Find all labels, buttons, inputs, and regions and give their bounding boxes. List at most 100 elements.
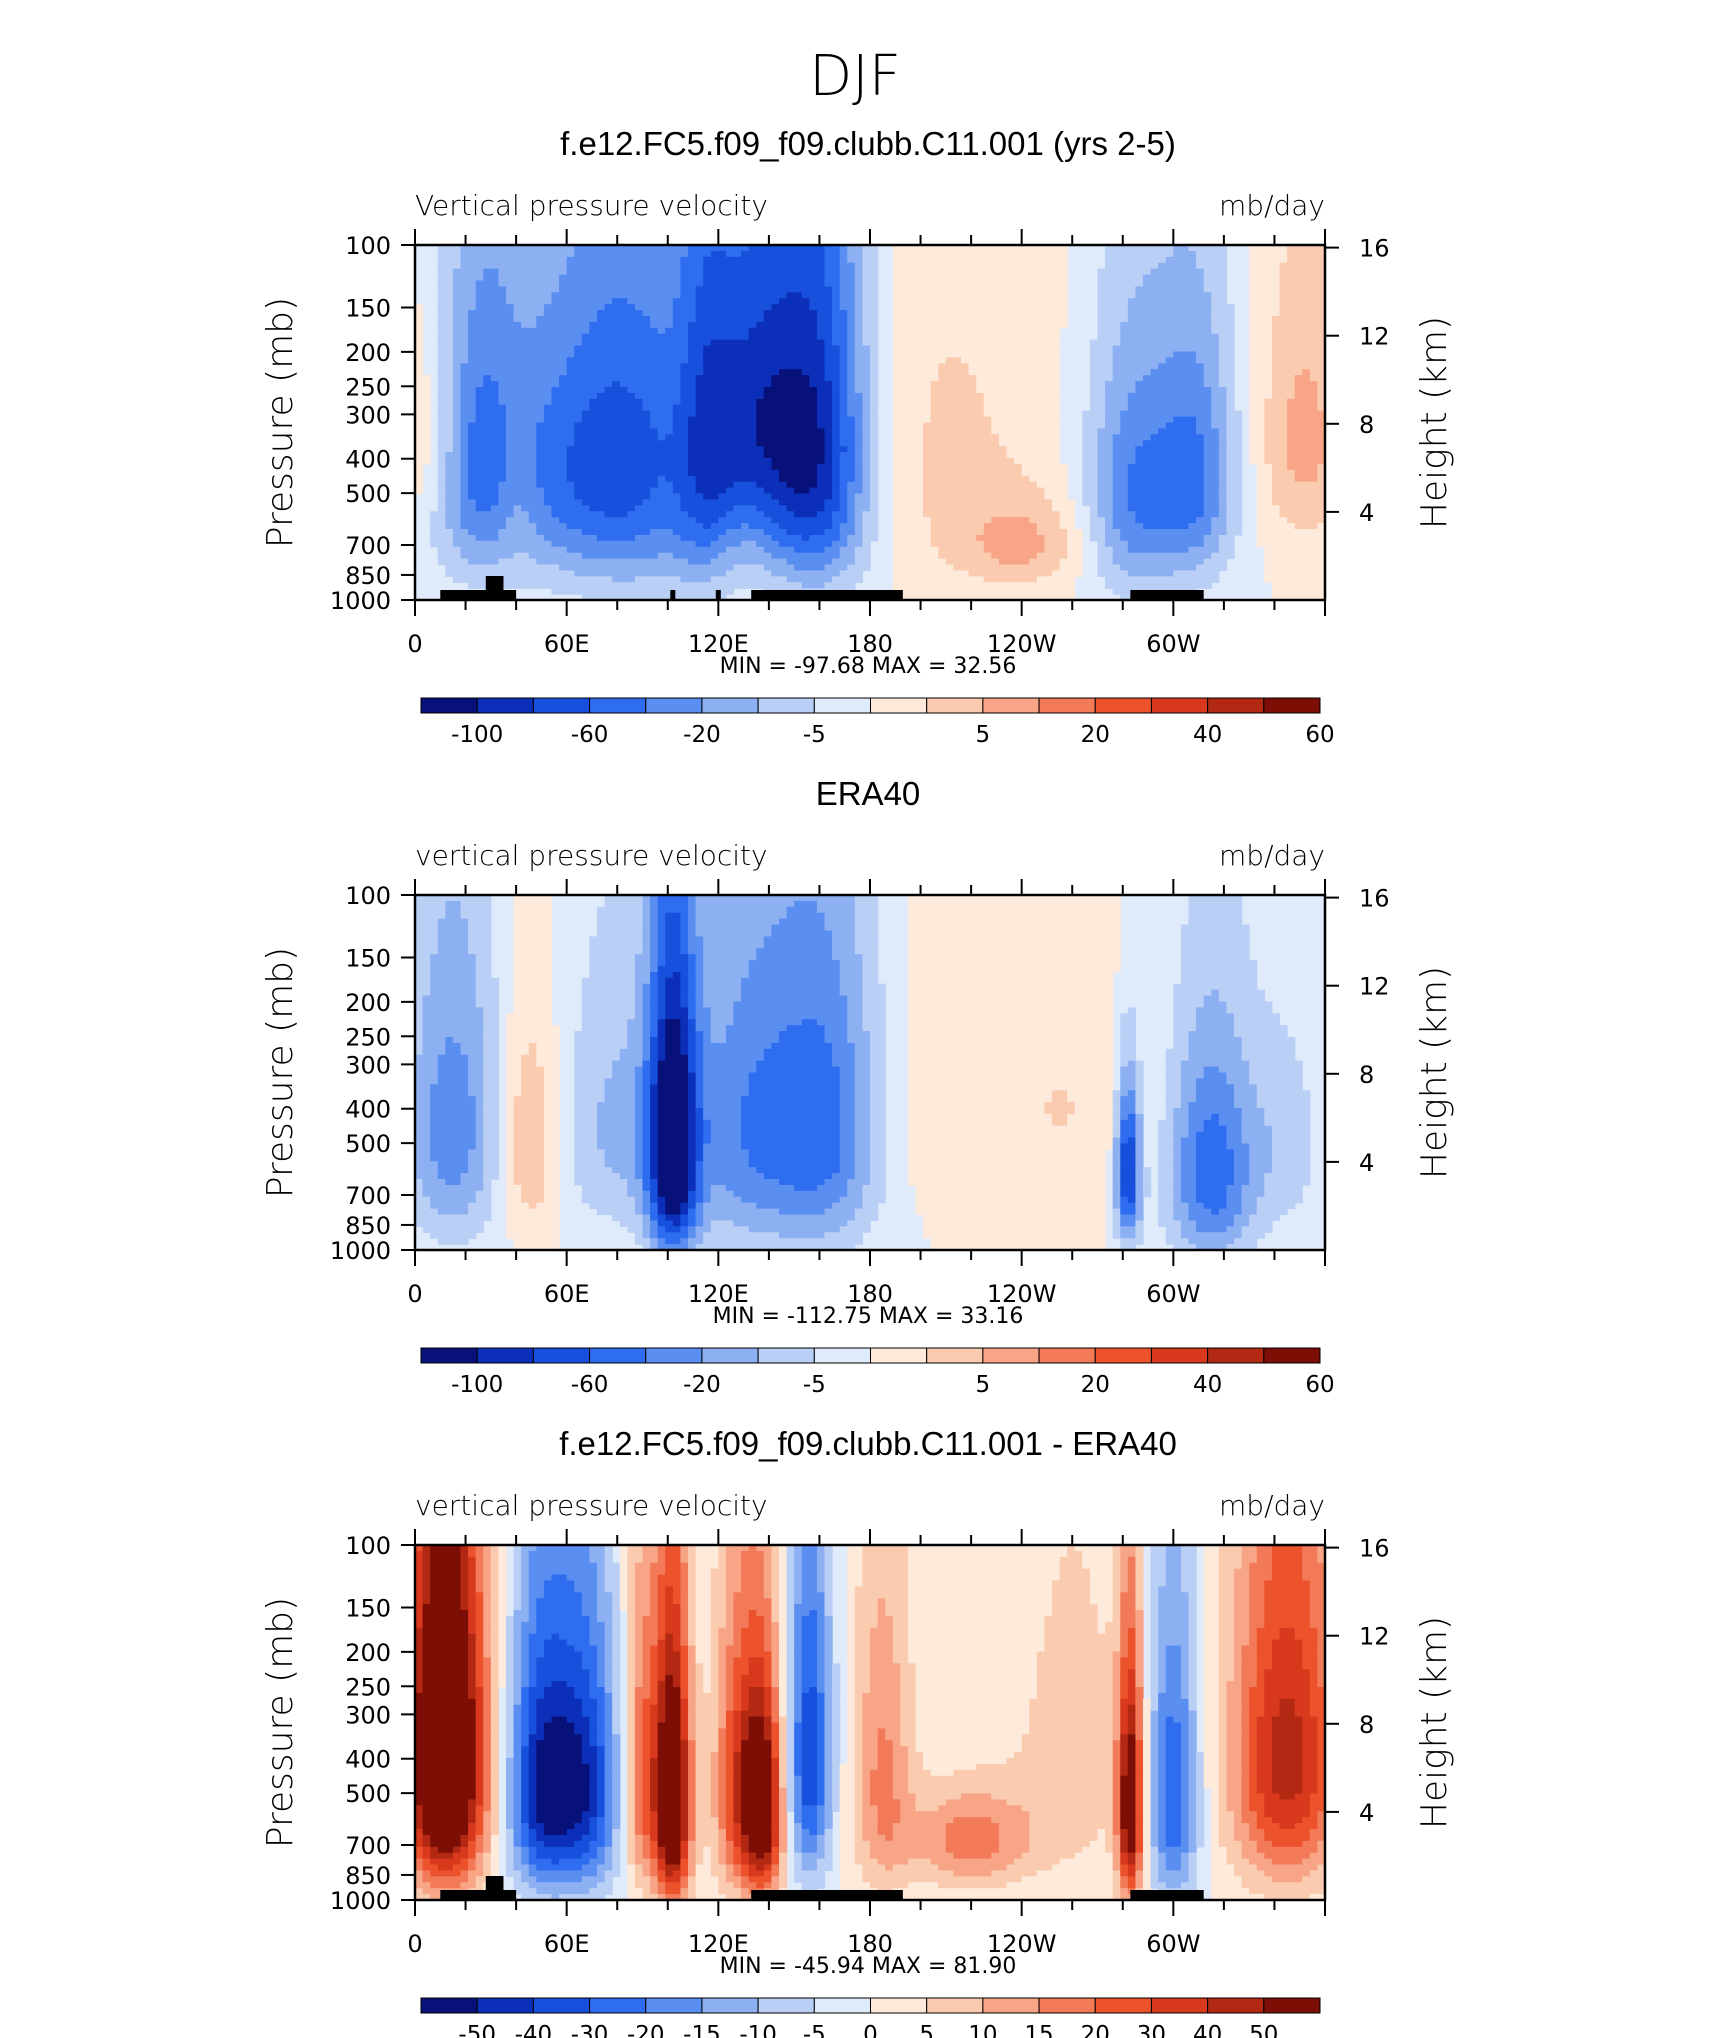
field-cell [665,1042,682,1050]
field-cell [513,1734,522,1741]
field-cell [634,1663,644,1670]
field-cell [513,966,553,973]
field-cell [862,316,879,323]
field-cell [779,1598,788,1605]
field-cell [642,936,651,943]
field-cell [1218,1704,1228,1712]
field-cell [794,1645,803,1653]
field-cell [657,1019,666,1026]
field-cell [650,1173,659,1180]
field-cell [483,1675,492,1682]
field-cell [824,582,856,589]
field-cell [763,1728,773,1735]
y-tick-label: 250 [345,1023,391,1051]
field-cell [597,1645,606,1653]
field-cell [1203,1119,1220,1127]
field-cell [824,1562,833,1570]
field-cell [627,1716,636,1724]
field-cell [460,1556,469,1564]
field-cell [832,469,841,477]
field-cell [1112,1722,1121,1730]
field-cell [513,1722,522,1730]
field-cell [1249,1692,1265,1700]
field-cell [513,1704,522,1712]
field-cell [1097,499,1114,506]
field-cell [680,1740,689,1747]
field-cell [763,1734,773,1741]
field-cell [1256,469,1273,477]
field-cell [725,1562,742,1570]
field-cell [718,1687,727,1694]
field-cell [779,1669,788,1676]
field-cell [1112,493,1129,501]
field-cell [733,1669,750,1676]
field-cell [415,954,431,961]
field-cell [483,1687,492,1694]
field-cell [1150,1734,1159,1741]
field-cell [1127,493,1205,501]
field-cell [733,1220,848,1227]
field-cell [650,1179,659,1186]
field-cell [597,316,651,323]
field-cell [1203,1604,1220,1611]
field-cell [437,387,454,394]
field-cell [779,1592,788,1599]
field-cell [907,942,1121,949]
field-cell [1120,1143,1137,1151]
field-cell [1127,1137,1137,1145]
field-cell [452,345,469,353]
field-cell [779,369,803,376]
field-cell [650,1722,659,1730]
field-cell [597,1574,606,1582]
field-cell [513,1710,522,1718]
field-cell [1264,1616,1311,1623]
field-cell [581,594,727,600]
field-cell [627,1633,636,1641]
field-cell [839,475,856,483]
field-cell [1271,345,1325,353]
field-cell [1271,588,1325,595]
field-cell [779,298,810,305]
field-cell [824,1232,864,1239]
field-cell [725,1586,742,1593]
field-cell [1264,416,1288,424]
field-cell [854,511,864,518]
field-cell [771,1704,780,1712]
field-cell [513,1001,553,1009]
field-cell [847,511,856,518]
field-cell [854,1734,864,1741]
field-cell [680,398,697,406]
field-cell [786,292,803,299]
field-cell [657,1072,689,1080]
field-cell [688,948,704,955]
field-cell [688,1610,697,1617]
field-cell [415,1663,424,1670]
field-cell [589,1545,606,1552]
field-cell [483,1574,492,1582]
field-cell [824,1037,848,1044]
field-cell [672,404,697,412]
field-cell [521,1072,545,1080]
field-cell [854,1657,871,1664]
field-cell [1196,1137,1228,1145]
field-cell [695,912,788,920]
field-cell [460,1562,469,1570]
field-cell [475,971,492,979]
field-cell [1180,1149,1197,1156]
field-cell [847,517,856,524]
field-cell [1082,440,1099,447]
field-cell [1203,1645,1220,1653]
field-cell [695,398,757,406]
field-cell [680,1001,689,1009]
field-cell [1309,1704,1325,1712]
field-cell [1196,351,1220,359]
field-cell [870,1090,886,1097]
field-cell [415,1001,424,1009]
field-cell [430,1131,477,1139]
field-cell [468,1556,477,1564]
field-cell [801,1633,818,1641]
field-cell [650,1060,659,1068]
field-cell [892,321,1068,329]
field-cell [415,1734,477,1741]
field-cell [634,1001,644,1009]
